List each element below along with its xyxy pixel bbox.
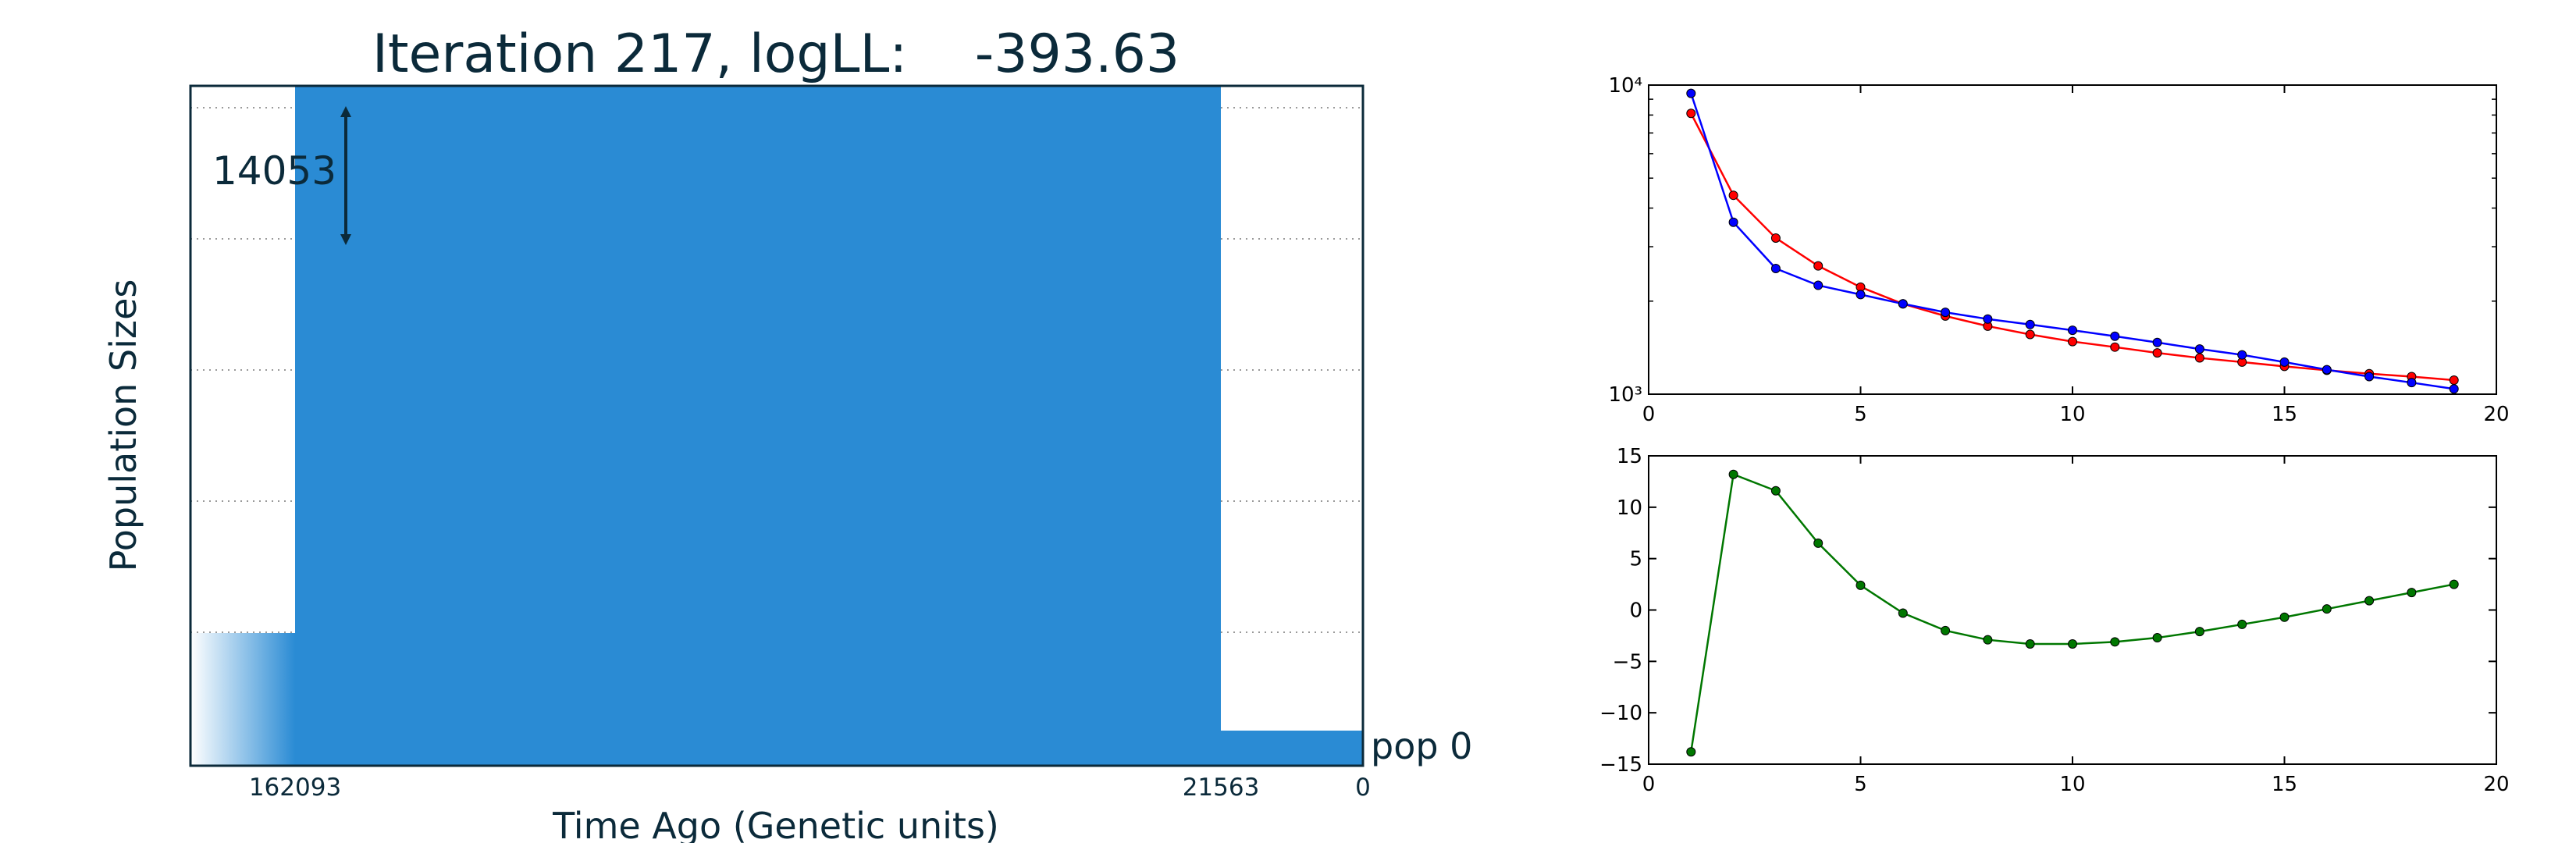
series-point	[2449, 384, 2459, 394]
series-point	[1898, 299, 1908, 309]
series-point	[1983, 314, 1993, 324]
series-point	[2194, 627, 2204, 637]
series-point	[1770, 486, 1781, 496]
series-point	[2025, 329, 2035, 340]
series-point	[1941, 308, 1951, 318]
series-point	[1686, 747, 1696, 757]
x-tick-label: 20	[2483, 773, 2509, 796]
y-tick-label: 10³	[1608, 383, 1642, 407]
top-series	[1686, 88, 2459, 394]
series-point	[2110, 342, 2120, 352]
series-point	[2279, 357, 2290, 367]
population-x-axis-label: Time Ago (Genetic units)	[552, 805, 999, 843]
series-point	[2322, 365, 2332, 375]
series-point	[2364, 596, 2375, 606]
series-point	[1813, 261, 1823, 271]
top-tick-labels: 0 5 10 15 20 10³ 10⁴	[1608, 74, 2509, 426]
series-point	[2152, 337, 2162, 347]
bottom-series	[1686, 469, 2459, 757]
series-point	[2025, 638, 2035, 649]
series-point	[2110, 637, 2120, 647]
series-point	[2407, 378, 2417, 388]
series-point	[2152, 633, 2162, 643]
series-point	[2068, 336, 2077, 347]
bottom-tick-labels: 0 5 10 15 20 15 10 5 0 −5 −10 −15	[1599, 445, 2509, 796]
scale-annotation-label: 14053	[212, 148, 336, 194]
series-point	[1813, 280, 1823, 290]
bottom-ticks	[1648, 455, 2497, 765]
population-chart: Iteration 217, logLL: -393.63 14053 pop …	[102, 23, 1472, 843]
series-point	[2237, 619, 2247, 629]
series-point	[1983, 635, 1993, 645]
x-tick-162093: 162093	[249, 774, 341, 802]
x-tick-label: 5	[1854, 403, 1867, 426]
series-point	[2068, 638, 2077, 649]
x-tick-label: 10	[2059, 773, 2085, 796]
population-plot-frame	[189, 84, 1364, 767]
series-point	[2449, 579, 2459, 589]
y-tick-label: −15	[1599, 753, 1642, 777]
population-chart-title: Iteration 217, logLL: -393.63	[372, 23, 1179, 85]
x-tick-label: 0	[1642, 403, 1656, 426]
series-point	[2237, 350, 2247, 360]
series-point	[1856, 290, 1866, 300]
scale-arrow	[340, 106, 351, 245]
series-point	[2279, 612, 2290, 622]
series-point	[1856, 580, 1866, 590]
x-tick-0: 0	[1355, 774, 1371, 802]
series-point	[1686, 108, 1696, 119]
series-point	[1728, 217, 1738, 227]
bottom-plot-frame	[1648, 455, 2497, 765]
epoch-recent	[1221, 731, 1363, 766]
x-tick-label: 15	[2272, 403, 2297, 426]
series-point	[2322, 604, 2332, 614]
top-ticks	[1648, 84, 2497, 395]
y-tick-label: 5	[1629, 548, 1642, 571]
x-tick-label: 20	[2483, 403, 2509, 426]
y-tick-label: 10	[1617, 496, 1642, 520]
series-point	[2025, 319, 2035, 329]
series-point	[2068, 325, 2077, 336]
x-tick-label: 10	[2059, 403, 2085, 426]
series-point	[2110, 331, 2120, 341]
population-label: pop 0	[1371, 725, 1472, 767]
series-point	[2449, 375, 2459, 386]
series-point	[1898, 608, 1908, 618]
x-tick-21563: 21563	[1183, 774, 1260, 802]
series-point	[2194, 353, 2204, 363]
series-point	[1770, 233, 1781, 243]
series-line	[1690, 472, 2454, 752]
epoch-ancient	[295, 86, 1221, 766]
epoch-oldest-fade	[190, 633, 295, 766]
x-tick-label: 15	[2272, 773, 2297, 796]
y-tick-label: −5	[1613, 650, 1642, 674]
series-point	[1770, 264, 1781, 274]
population-y-axis-label: Population Sizes	[102, 279, 144, 572]
series-point	[1686, 88, 1696, 98]
series-point	[2194, 344, 2204, 354]
series-point	[2407, 588, 2417, 598]
y-tick-label: 15	[1617, 445, 1642, 468]
series-point	[1941, 625, 1951, 635]
series-point	[1728, 190, 1738, 201]
y-tick-label: −10	[1599, 702, 1642, 725]
series-point	[2364, 372, 2375, 382]
series-point	[2152, 348, 2162, 358]
y-tick-label: 0	[1629, 599, 1642, 623]
difference-chart: 0 5 10 15 20 15 10 5 0 −5 −10 −15	[1599, 445, 2509, 796]
x-tick-label: 0	[1642, 773, 1656, 796]
loglog-chart: 0 5 10 15 20 10³ 10⁴	[1608, 74, 2509, 426]
y-tick-label: 10⁴	[1608, 74, 1642, 98]
series-point	[1728, 469, 1738, 479]
series-point	[1813, 538, 1823, 548]
x-tick-label: 5	[1854, 773, 1867, 796]
